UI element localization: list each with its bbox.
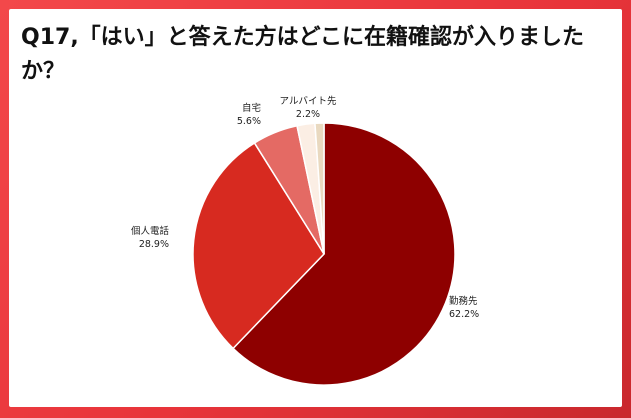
pie-slice-1 bbox=[192, 141, 325, 350]
chart-title: Q17,「はい」と答えた方はどこに在籍確認が入りましたか？ bbox=[21, 25, 585, 84]
chart-card: Q17,「はい」と答えた方はどこに在籍確認が入りましたか？ 勤務先 62.2% 個人… bbox=[9, 9, 622, 407]
pie-slice-0 bbox=[232, 122, 456, 386]
pie-slice-4 bbox=[314, 122, 325, 255]
slice-value-3: 2.2% bbox=[296, 109, 320, 120]
pie-chart: 勤務先 62.2% 個人電話 28.9% 自宅 5.6% アルバイト先 2.2% bbox=[131, 95, 479, 386]
slice-label-1: 個人電話 bbox=[131, 225, 170, 237]
slice-label-3: アルバイト先 bbox=[280, 95, 337, 107]
slice-label-0: 勤務先 bbox=[449, 295, 478, 307]
slice-label-2: 自宅 bbox=[242, 102, 261, 114]
slice-value-1: 28.9% bbox=[139, 239, 169, 250]
slice-value-2: 5.6% bbox=[237, 116, 261, 127]
slice-value-0: 62.2% bbox=[449, 309, 479, 320]
